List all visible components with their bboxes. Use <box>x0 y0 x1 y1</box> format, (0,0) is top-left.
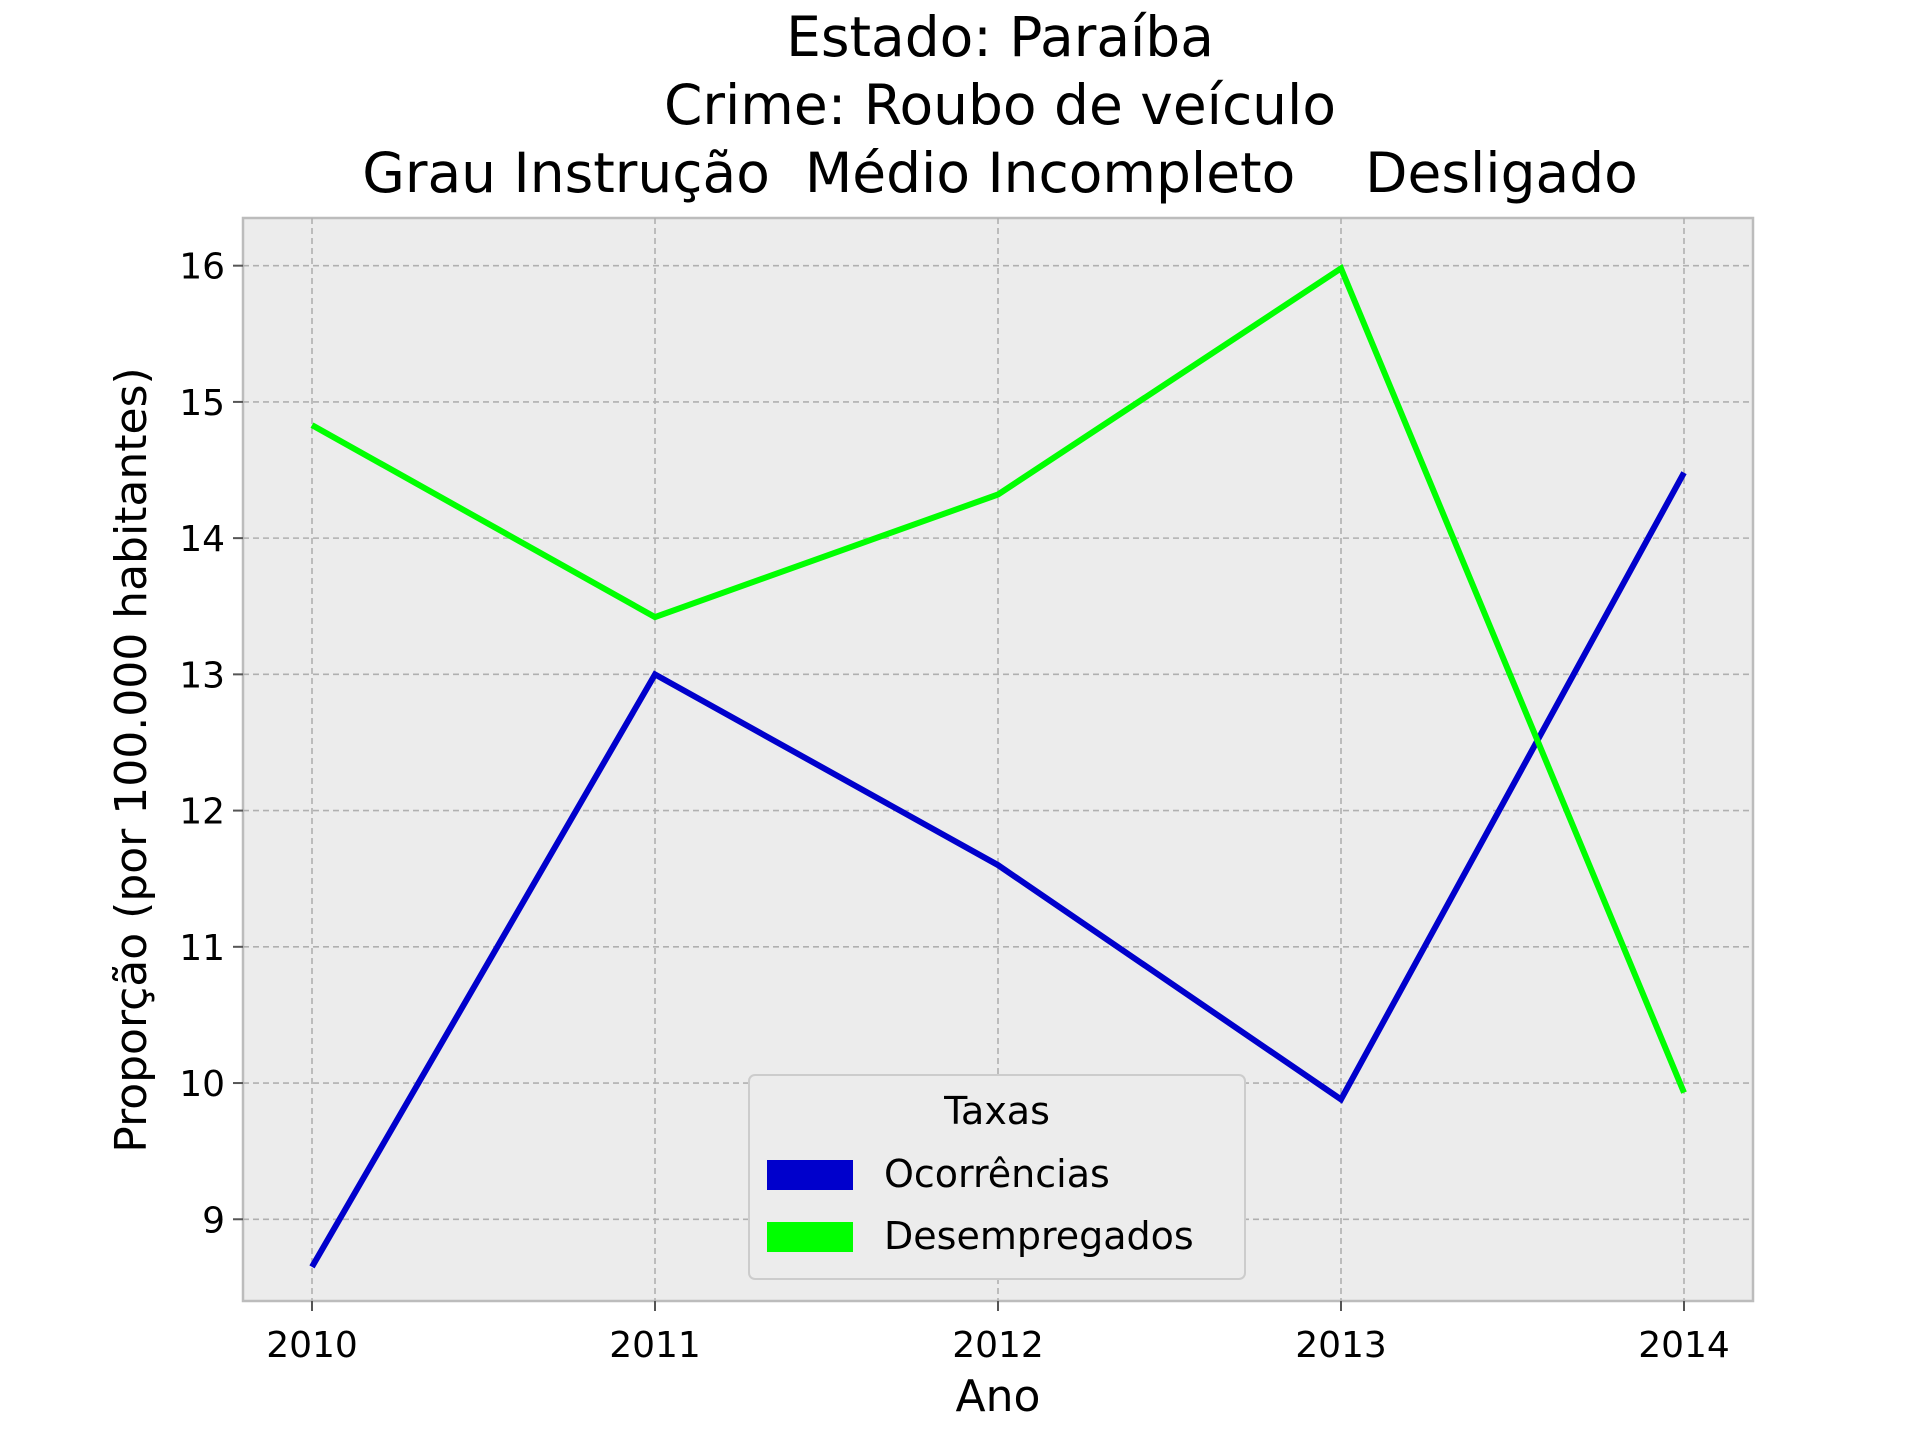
series-lines <box>309 263 1687 1269</box>
y-tick-label: 12 <box>179 792 225 833</box>
legend-label-desempregados: Desempregados <box>884 1214 1194 1258</box>
y-tick-label: 9 <box>202 1200 225 1241</box>
title-line-1: Estado: Paraíba <box>786 5 1214 69</box>
y-axis-ticks: 9 10 11 12 13 14 15 16 <box>179 247 243 1241</box>
y-tick-label: 10 <box>179 1064 225 1105</box>
x-tick-label: 2012 <box>952 1325 1044 1366</box>
legend-swatch-desempregados <box>767 1222 853 1252</box>
x-tick-label: 2011 <box>609 1325 701 1366</box>
legend-label-ocorrencias: Ocorrências <box>884 1152 1110 1196</box>
x-axis-label: Ano <box>956 1371 1041 1422</box>
legend: Taxas Ocorrências Desempregados <box>748 1074 1246 1280</box>
y-tick-label: 13 <box>179 655 225 696</box>
y-tick-label: 14 <box>179 519 225 560</box>
x-tick-label: 2010 <box>266 1325 358 1366</box>
y-tick-label: 15 <box>179 383 225 424</box>
y-axis-label: Proporção (por 100.000 habitantes) <box>106 367 157 1152</box>
x-tick-label: 2013 <box>1295 1325 1387 1366</box>
y-tick-label: 16 <box>179 247 225 288</box>
y-tick-label: 11 <box>179 928 225 969</box>
x-axis-ticks: 2010 2011 2012 2013 2014 <box>266 1301 1730 1366</box>
legend-title: Taxas <box>943 1089 1050 1133</box>
title-line-2: Crime: Roubo de veículo <box>664 73 1336 137</box>
x-tick-label: 2014 <box>1638 1325 1730 1366</box>
legend-swatch-ocorrencias <box>767 1160 853 1190</box>
title-line-3: Grau Instrução Médio Incompleto Desligad… <box>362 141 1638 205</box>
legend-box <box>748 1074 1246 1280</box>
chart-title: Estado: Paraíba Crime: Roubo de veículo … <box>362 5 1638 205</box>
